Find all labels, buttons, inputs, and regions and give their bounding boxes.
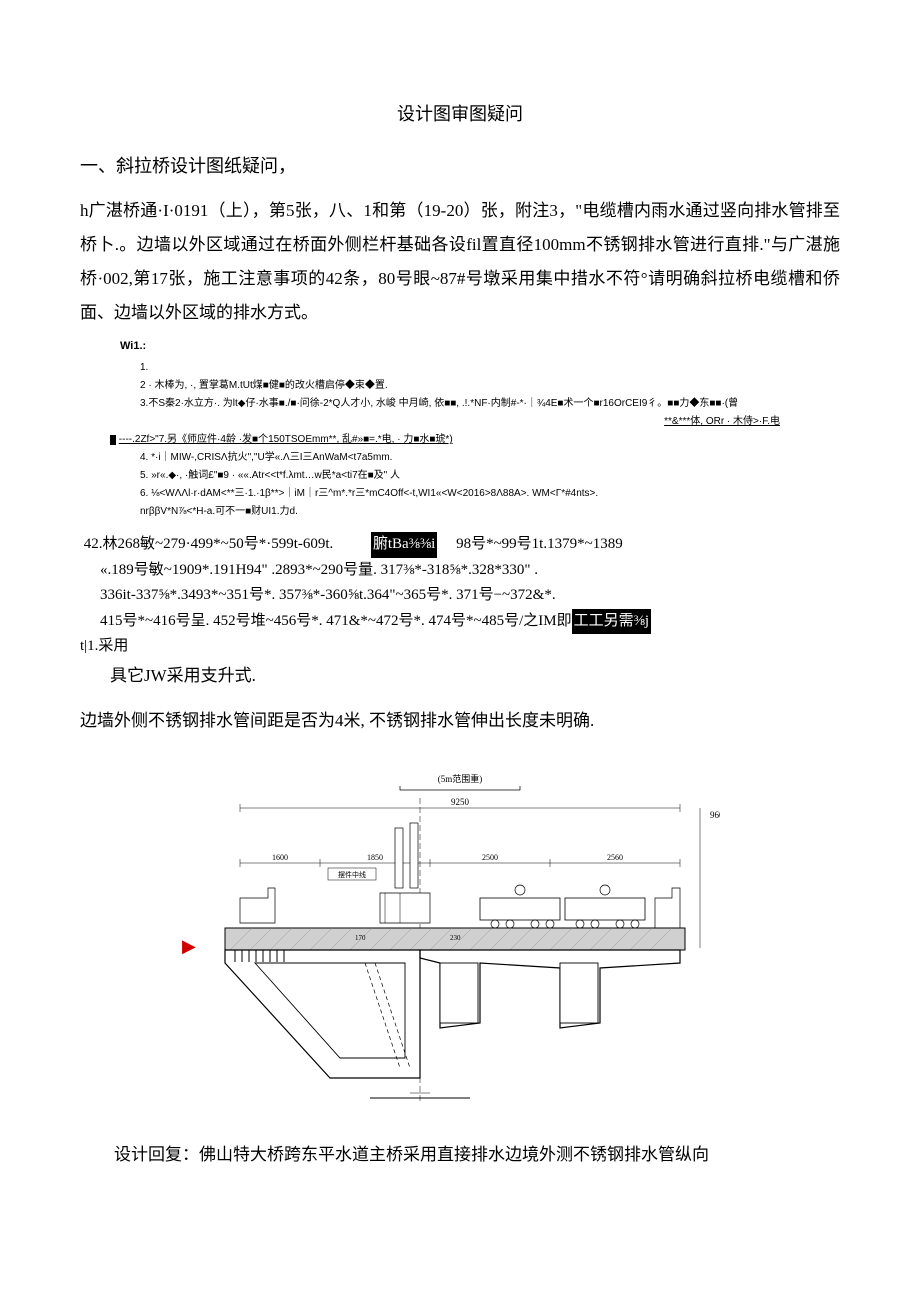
small-line-2: 2 · 木棒为, ·, 置掌葛M.tUt煤■健■的改火槽启停◆束◆置. <box>140 378 840 394</box>
wi-label: Wi1.: <box>120 340 840 352</box>
small-line-3b: **&***体, ORr · 木侍>·F.电 <box>110 414 780 430</box>
highlight-2: 工工另需⅜j <box>572 609 651 635</box>
section-paragraph: h广湛桥通·I·0191（上），第5张，八、1和第（19-20）张，附注3，"电… <box>80 194 840 330</box>
diag-top-label: (5m范围重) <box>438 773 483 784</box>
cross-section-diagram: ▶ (5m范围重) 9250 9600 1600 1850 2500 2560 … <box>200 768 720 1108</box>
dim-top: 9250 <box>451 797 470 807</box>
small-line-6b: nrββV*N⅞<*H-a.可不一■财UI1.力d. <box>140 504 840 520</box>
underline-text-2: ----.2Zf>"7.另《师应件·4龄 ·发■个150TSOEmm**, 乱#… <box>119 434 453 445</box>
small-text-block: 1. 2 · 木棒为, ·, 置掌葛M.tUt煤■健■的改火槽启停◆束◆置. 3… <box>110 360 840 520</box>
mid-sub: 具它JW采用支升式. <box>110 660 840 692</box>
doc-title: 设计图审图疑问 <box>80 100 840 126</box>
design-reply: 设计回复：佛山特大桥跨东平水道主桥采用直接排水边境外测不锈钢排水管纵向 <box>80 1138 840 1172</box>
paragraph-2: 边墙外侧不锈钢排水管间距是否为4米, 不锈钢排水管伸出长度未明确. <box>80 704 840 738</box>
small-line-3c: ----.2Zf>"7.另《师应件·4龄 ·发■个150TSOEmm**, 乱#… <box>110 432 840 448</box>
small-line-5: 5. »r«.◆·, ·触词£"■9 · ««.Atr<<t*f.λmt…w民*… <box>140 468 840 484</box>
mid-text-block: 42.林268敏~279·499*~50号*·599t-609t. 腑tBa⅜⅜… <box>80 532 840 692</box>
mid-line-2: «.189号敏~1909*.191H94" .2893*~290号量. 317⅜… <box>100 558 840 584</box>
dim-right: 9600 <box>710 810 720 820</box>
red-arrow-icon: ▶ <box>182 936 196 957</box>
dim-2: 1850 <box>367 853 383 862</box>
dim-4: 2560 <box>607 853 623 862</box>
dim-3: 2500 <box>482 853 498 862</box>
small-label: 摆件中线 <box>338 870 366 879</box>
mid-text-4a: 415号*~416号呈. 452号堆~456号*. 471&*~472号*. 4… <box>100 613 572 629</box>
small-line-6a: 6. ⅛<WΛΛl·r·dAM<**三·1.·1β**>｜iM｜r三^m*.*r… <box>140 486 840 502</box>
diagram-svg: (5m范围重) 9250 9600 1600 1850 2500 2560 摆件… <box>200 768 720 1108</box>
mid-text-1c: 98号*~99号1t.1379*~1389 <box>456 536 623 552</box>
dim-6: 230 <box>450 934 461 942</box>
mid-line-3: 336it-337⅝*.3493*~351号*. 357⅜*-360⅝t.364… <box>100 583 840 609</box>
underline-text: **&***体, ORr · 木侍>·F.电 <box>664 416 780 427</box>
highlight-1: 腑tBa⅜⅜i <box>371 532 438 558</box>
section-heading: 一、斜拉桥设计图纸疑问， <box>80 150 840 182</box>
black-mark-icon <box>110 435 116 445</box>
dim-5: 170 <box>355 934 366 942</box>
train <box>480 885 645 928</box>
small-line-4: 4. *·i｜MIW-,CRISΛ抗火","U学«.Λ三I三AnWaM<t7a5… <box>140 450 840 466</box>
mid-text-1a: 42.林268敏~279·499*~50号*·599t-609t. <box>84 536 334 552</box>
mid-line-5: t|1.采用 <box>80 634 840 660</box>
small-line-1: 1. <box>140 360 840 376</box>
small-line-3a: 3.不S秦2·水立方·. 为lt◆仔·水事■./■·问徐-2*Q人才小, 水峻 … <box>140 396 840 412</box>
dim-1: 1600 <box>272 853 288 862</box>
mid-line-1: 42.林268敏~279·499*~50号*·599t-609t. 腑tBa⅜⅜… <box>80 532 840 558</box>
mid-line-4: 415号*~416号呈. 452号堆~456号*. 471&*~472号*. 4… <box>100 609 840 635</box>
